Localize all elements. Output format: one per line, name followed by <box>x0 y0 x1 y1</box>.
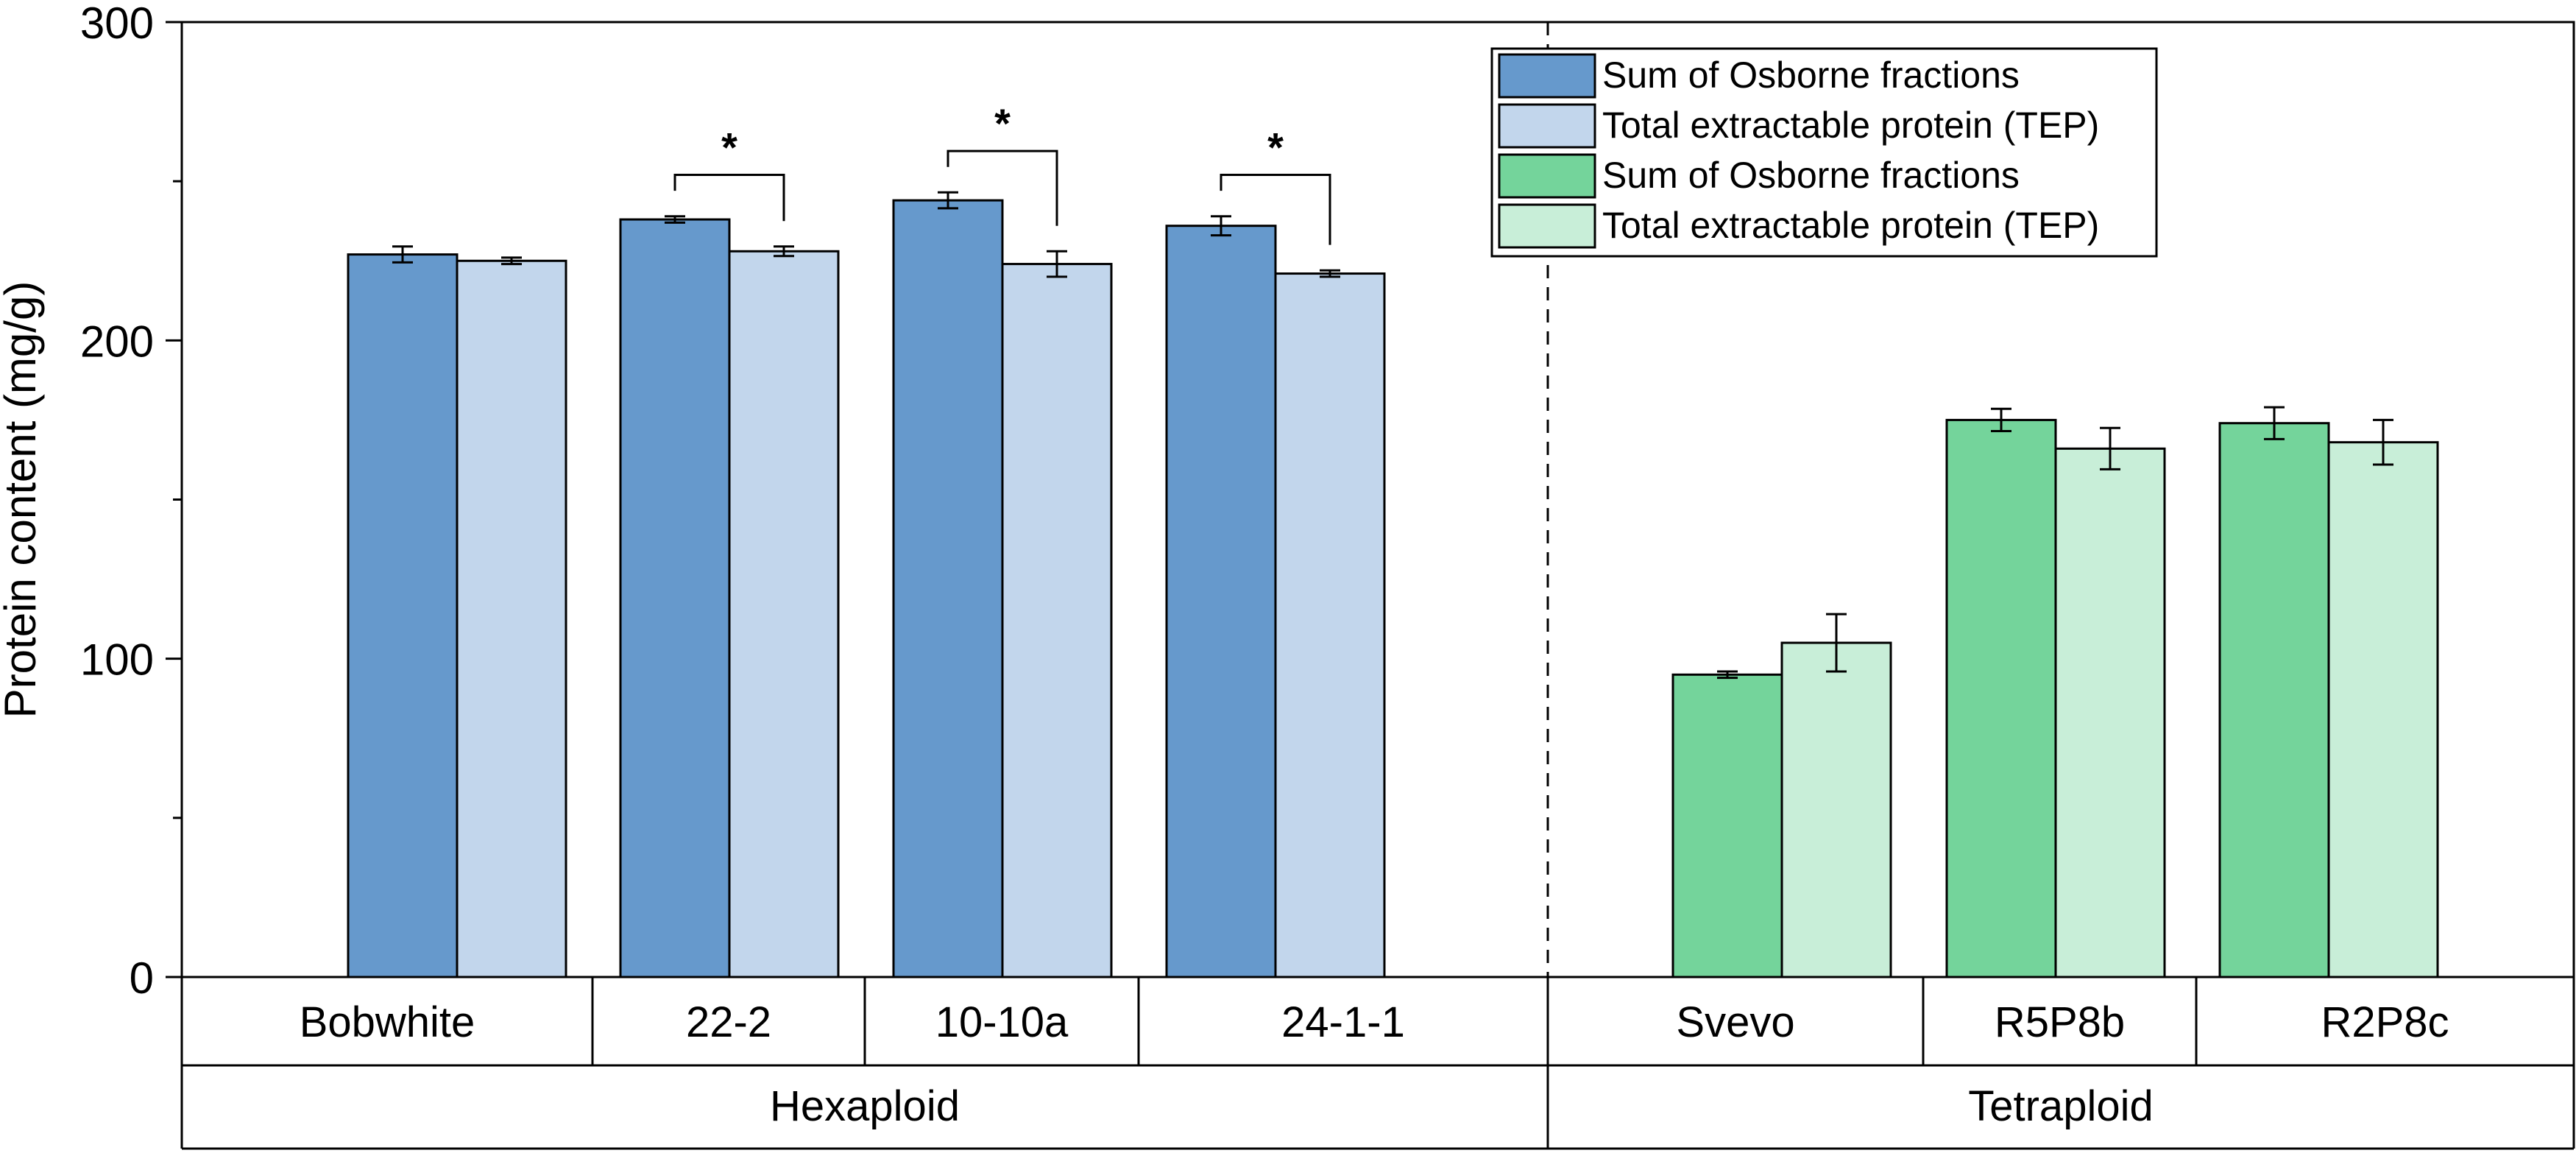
category-label: R5P8b <box>1995 998 2125 1046</box>
group-label: Hexaploid <box>770 1082 960 1130</box>
legend-entry: Sum of Osborne fractions <box>1602 155 2020 196</box>
legend-box <box>1490 47 2158 258</box>
significance-star: * <box>1267 124 1284 171</box>
significance-bracket <box>1220 174 1331 245</box>
bar <box>1274 272 1386 979</box>
significance-star: * <box>721 124 737 171</box>
bar <box>892 199 1004 979</box>
legend-entry: Sum of Osborne fractions <box>1602 54 2020 96</box>
y-tick-label: 200 <box>80 317 154 366</box>
legend-swatch <box>1498 103 1596 149</box>
significance-bracket <box>946 149 1058 226</box>
category-label: 10-10a <box>935 998 1069 1046</box>
bar <box>456 259 567 979</box>
y-axis-label: Protein content (mg/g) <box>0 281 45 719</box>
y-tick-label: 300 <box>80 0 154 48</box>
bar <box>347 253 459 979</box>
category-label: Svevo <box>1676 998 1794 1046</box>
bar <box>1945 418 2057 979</box>
bar <box>728 250 840 979</box>
significance-star: * <box>994 100 1011 147</box>
y-tick-label: 0 <box>130 953 154 1003</box>
bar <box>2218 422 2330 979</box>
bar <box>1001 263 1113 979</box>
bar <box>2054 447 2166 979</box>
bar <box>1780 641 1892 979</box>
legend-entry: Total extractable protein (TEP) <box>1602 205 2099 246</box>
group-label: Tetraploid <box>1968 1082 2153 1130</box>
bar <box>1165 225 1277 979</box>
legend-swatch <box>1498 203 1596 249</box>
category-label: Bobwhite <box>300 998 475 1046</box>
significance-bracket <box>673 174 785 222</box>
bar <box>1671 673 1783 979</box>
legend-swatch <box>1498 153 1596 199</box>
bar <box>619 218 731 979</box>
category-label: 22-2 <box>686 998 771 1046</box>
category-label: R2P8c <box>2321 998 2449 1046</box>
category-label: 24-1-1 <box>1281 998 1405 1046</box>
legend-swatch <box>1498 53 1596 99</box>
legend-entry: Total extractable protein (TEP) <box>1602 105 2099 146</box>
y-tick-label: 100 <box>80 635 154 685</box>
bar <box>2327 441 2439 979</box>
